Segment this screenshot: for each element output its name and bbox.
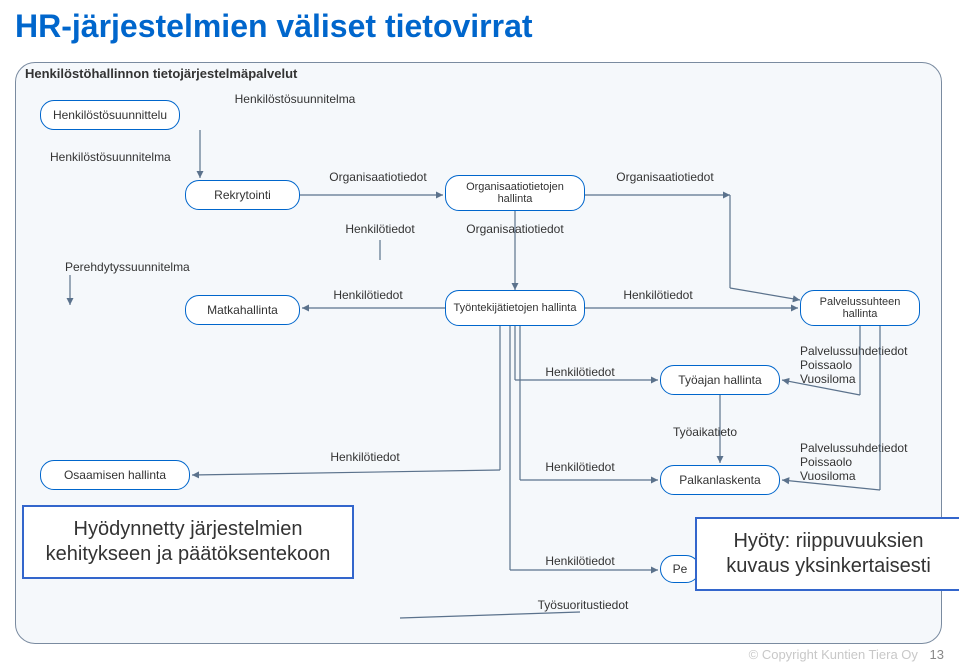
node-worktime: Työajan hallinta [660, 365, 780, 395]
page-title: HR-järjestelmien väliset tietovirrat [15, 8, 533, 45]
node-recruit: Rekrytointi [185, 180, 300, 210]
label-servdetail1: Palvelussuhdetiedot Poissaolo Vuosiloma [800, 345, 925, 386]
node-servicerel: Palvelussuhteen hallinta [800, 290, 920, 326]
footer-pagenum: 13 [930, 647, 944, 662]
node-pe: Pe [660, 555, 700, 583]
label-orgdata2: Organisaatiotiedot [605, 170, 725, 184]
node-empmgmt: Työntekijätietojen hallinta [445, 290, 585, 326]
footer: © Copyright Kuntien Tiera Oy 13 [749, 647, 944, 662]
label-plan-left: Henkilöstösuunnitelma [50, 150, 210, 164]
label-servdetail2: Palvelussuhdetiedot Poissaolo Vuosiloma [800, 442, 925, 483]
label-hdata2: Henkilötiedot [318, 288, 418, 302]
callout-left: Hyödynnetty järjestelmien kehitykseen ja… [22, 505, 354, 579]
label-hdata3: Henkilötiedot [608, 288, 708, 302]
node-plan: Henkilöstösuunnittelu [40, 100, 180, 130]
label-orgdata3: Organisaatiotiedot [455, 222, 575, 236]
label-hdata7: Henkilötiedot [530, 554, 630, 568]
footer-copyright: © [749, 647, 762, 662]
label-orgdata1: Organisaatiotiedot [318, 170, 438, 184]
label-orient: Perehdytyssuunnitelma [65, 260, 225, 274]
label-hdata6: Henkilötiedot [530, 460, 630, 474]
callout-right: Hyöty: riippuvuuksien kuvaus yksinkertai… [695, 517, 959, 591]
label-perfdata: Työsuoritustiedot [518, 598, 648, 612]
label-hdata4: Henkilötiedot [530, 365, 630, 379]
node-travel: Matkahallinta [185, 295, 300, 325]
container-label: Henkilöstöhallinnon tietojärjestelmäpalv… [25, 66, 297, 81]
node-orgmgmt: Organisaatiotietojen hallinta [445, 175, 585, 211]
label-plan-top: Henkilöstösuunnitelma [215, 92, 375, 106]
footer-text: Copyright Kuntien Tiera Oy [762, 647, 918, 662]
label-hdata5: Henkilötiedot [315, 450, 415, 464]
label-worktimeinfo: Työaikatieto [660, 425, 750, 439]
node-payroll: Palkanlaskenta [660, 465, 780, 495]
node-comp: Osaamisen hallinta [40, 460, 190, 490]
label-hdata1: Henkilötiedot [330, 222, 430, 236]
